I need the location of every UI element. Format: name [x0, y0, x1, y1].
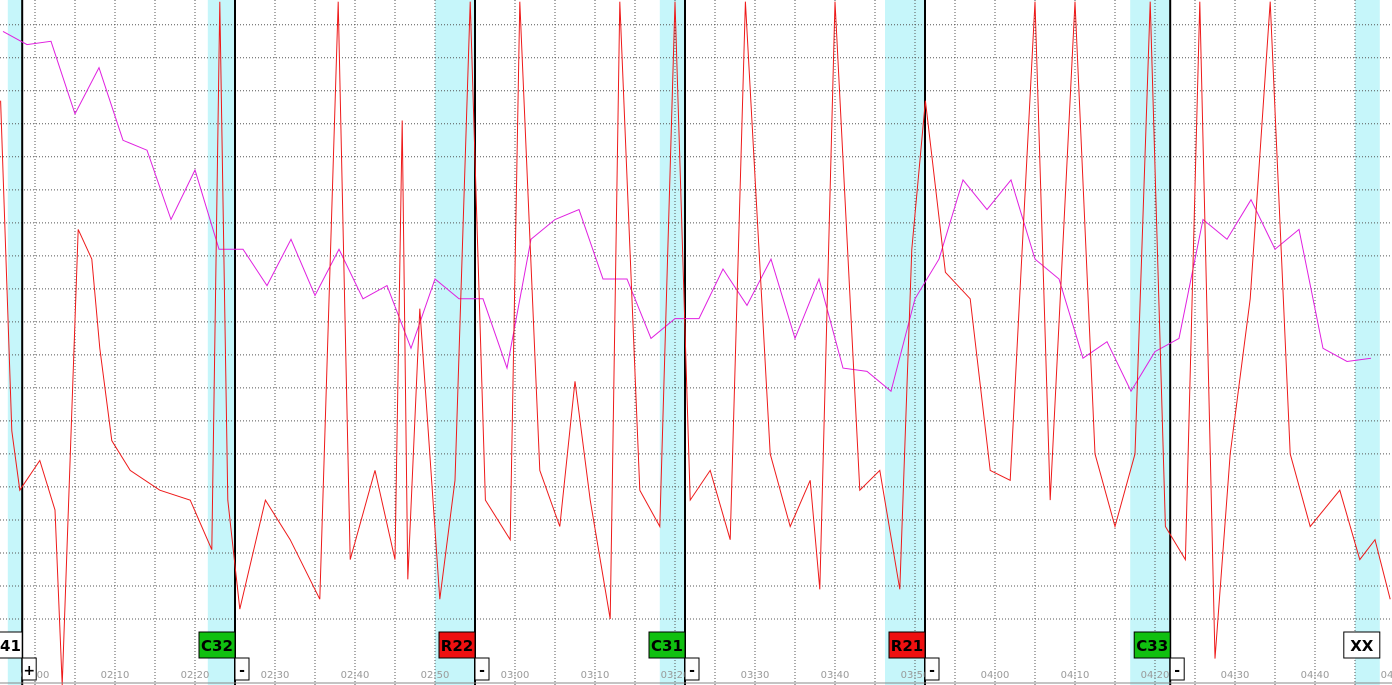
event-label-box: [888, 631, 926, 659]
event-band: [435, 0, 475, 685]
event-sign-box: [1169, 657, 1185, 681]
event-label-box: [0, 631, 23, 659]
x-tick-label: 02:50: [421, 670, 450, 681]
event-lines: [21, 0, 1172, 685]
event-label: R22: [441, 637, 473, 655]
event-label-box: [198, 631, 236, 659]
event-label-box: [648, 631, 686, 659]
series-line: [2, 30, 1372, 393]
x-tick-label: 02:40: [341, 670, 370, 681]
event-sign: -: [239, 663, 245, 679]
event-band: [885, 0, 925, 685]
event-sign-box: [684, 657, 700, 681]
event-label: R21: [891, 637, 923, 655]
event-label-box: [1133, 631, 1171, 659]
x-tick-label: 04:40: [1301, 670, 1330, 681]
x-tick-label: 03:50: [901, 670, 930, 681]
x-tick-label: 03:10: [581, 670, 610, 681]
event-sign-box: [924, 657, 940, 681]
x-tick-label: 03:00: [501, 670, 530, 681]
x-tick-label: 04:30: [1221, 670, 1250, 681]
event-label-box: [438, 631, 476, 659]
x-tick-label: 04:00: [981, 670, 1010, 681]
event-sign-box: [234, 657, 250, 681]
event-sign-box: [474, 657, 490, 681]
x-tick-label: 04:10: [1061, 670, 1090, 681]
event-label: C31: [651, 637, 683, 655]
event-label: XX: [1350, 637, 1374, 655]
x-tick-label: 03:40: [821, 670, 850, 681]
event-sign: -: [479, 663, 485, 679]
x-tick-label: 04:50: [1381, 670, 1392, 681]
event-label: C32: [201, 637, 233, 655]
event-band: [1130, 0, 1171, 685]
event-sign-box: [21, 657, 37, 681]
event-sign: -: [1174, 663, 1180, 679]
x-tick-label: 02:10: [101, 670, 130, 681]
event-label: N41: [0, 637, 21, 655]
event-band: [659, 0, 685, 685]
event-label: C33: [1136, 637, 1168, 655]
x-tick-label: 03:20: [661, 670, 690, 681]
labels: 02:0002:1002:2002:3002:4002:5003:0003:10…: [0, 631, 1392, 681]
event-sign: +: [23, 663, 35, 679]
x-tick-label: 02:30: [261, 670, 290, 681]
event-label-box: [1343, 631, 1381, 659]
x-tick-label: 04:20: [1141, 670, 1170, 681]
x-tick-label: 03:30: [741, 670, 770, 681]
event-sign: -: [689, 663, 695, 679]
event-band: [7, 0, 23, 685]
event-band: [1355, 0, 1380, 685]
x-tick-label: 02:20: [181, 670, 210, 681]
event-bands: [7, 0, 1380, 685]
event-sign: -: [929, 663, 935, 679]
